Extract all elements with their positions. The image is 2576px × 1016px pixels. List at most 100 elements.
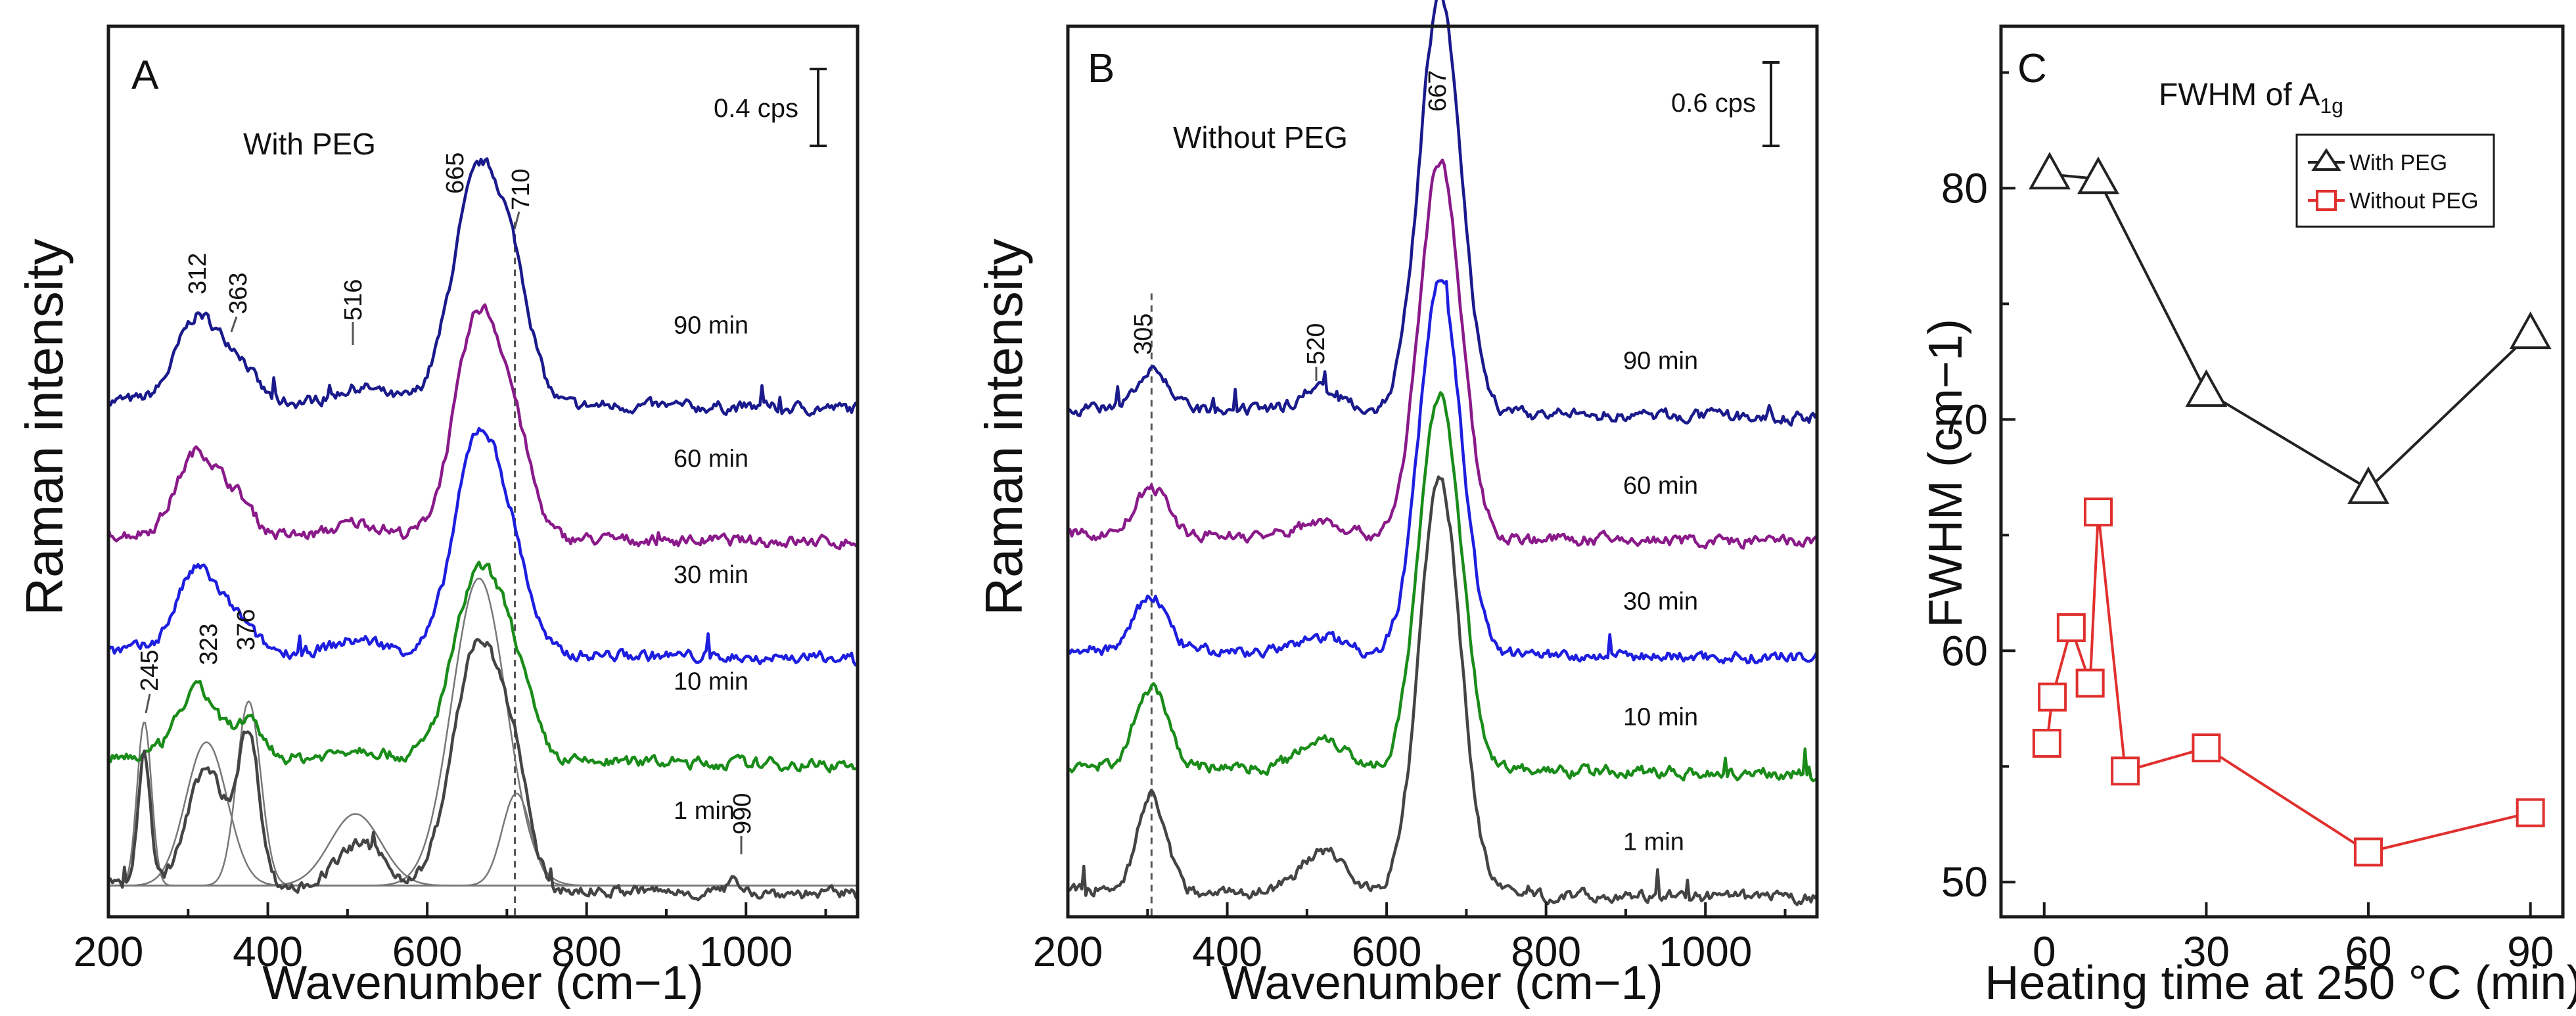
panel-a: Raman intensity 90 min 60 min 30 min 10 min… bbox=[15, 24, 860, 1009]
panel-c-y-axis-label: FWHM (cm−1) bbox=[1920, 319, 1972, 628]
x-tick-label-800: 800 bbox=[1511, 928, 1581, 975]
peak-label-376: 376 bbox=[233, 609, 260, 651]
time-label-30-min: 30 min bbox=[674, 561, 748, 589]
x-tick-label-800: 800 bbox=[551, 928, 622, 975]
point-with-peg-3 bbox=[2347, 466, 2389, 504]
panel-c-title-subscript: 1g bbox=[2320, 94, 2343, 118]
peak-leader-363 bbox=[230, 316, 238, 333]
panel-c-title: FWHM of A1g bbox=[2159, 78, 2343, 118]
c-x-tick-label-60: 60 bbox=[2345, 928, 2391, 975]
x-tick-label-600: 600 bbox=[392, 928, 463, 975]
panel-a-frame bbox=[106, 24, 860, 919]
point-without-peg-7 bbox=[2354, 837, 2383, 867]
panel-b: Raman intensity 90 min 60 min 30 min 10 min… bbox=[975, 0, 1819, 1009]
time-label-10-min: 10 min bbox=[1623, 704, 1698, 731]
panel-b-frame bbox=[1066, 24, 1819, 919]
panel-c-y-axis-label-text: FWHM (cm−1) bbox=[1920, 319, 1972, 628]
spectrum-10-min bbox=[1067, 391, 1818, 783]
point-without-peg-6 bbox=[2192, 733, 2221, 763]
spectrum-60-min bbox=[106, 303, 859, 551]
panel-c-legend: With PEG Without PEG bbox=[2295, 133, 2495, 228]
x-tick-label-1000: 1000 bbox=[699, 928, 793, 975]
panel-a-scale-bar: 0.4 cps bbox=[714, 68, 827, 147]
time-label-90-min: 90 min bbox=[1623, 348, 1698, 375]
c-y-tick-label-60: 60 bbox=[1941, 627, 1988, 674]
panel-b-label: B bbox=[1088, 46, 1115, 91]
x-tick-label-200: 200 bbox=[1033, 928, 1103, 975]
panel-b-y-axis-label: Raman intensity bbox=[975, 239, 1033, 616]
c-y-tick-label-80: 80 bbox=[1941, 164, 1988, 212]
panel-c-title-main: FWHM of A bbox=[2159, 78, 2320, 112]
time-label-1-min: 1 min bbox=[674, 797, 735, 825]
x-tick-label-400: 400 bbox=[233, 928, 303, 975]
point-without-peg-5 bbox=[2111, 756, 2140, 786]
legend-square-icon bbox=[2316, 190, 2337, 211]
panel-a-plot-area: 90 min 60 min 30 min 10 min 1 min bbox=[106, 157, 859, 917]
panel-b-scale-bar: 0.6 cps bbox=[1671, 61, 1780, 147]
time-label-60-min: 60 min bbox=[1623, 472, 1698, 499]
point-without-peg-1 bbox=[2038, 682, 2067, 712]
time-label-60-min: 60 min bbox=[674, 446, 748, 473]
peak-label-363: 363 bbox=[225, 273, 252, 314]
panel-c-x-axis-label: Heating time at 250 °C (min) bbox=[1985, 957, 2576, 1009]
peak-leader-710 bbox=[514, 211, 520, 227]
panel-c-plot-area bbox=[2029, 152, 2552, 867]
fit-component-712 bbox=[108, 792, 858, 887]
panel-c-label: C bbox=[2017, 46, 2047, 91]
peak-label-667: 667 bbox=[1424, 70, 1452, 112]
panel-a-x-ticks: 200 400 600 800 1000 bbox=[74, 902, 827, 975]
legend-box bbox=[2295, 133, 2495, 228]
peak-leader-245 bbox=[145, 693, 151, 714]
panel-a-x-axis-label: Wavenumber (cm−1) bbox=[262, 957, 704, 1009]
x-tick-label-1000: 1000 bbox=[1659, 928, 1752, 975]
panel-b-peak-labels: 667 305 520 bbox=[1130, 70, 1452, 381]
peak-label-323: 323 bbox=[195, 624, 223, 665]
spectrum-10-min bbox=[107, 561, 858, 774]
peak-label-312: 312 bbox=[184, 253, 212, 294]
c-x-tick-label-90: 90 bbox=[2507, 928, 2554, 975]
peak-label-516: 516 bbox=[340, 279, 367, 321]
legend-label-with-peg: With PEG bbox=[2349, 150, 2447, 175]
panel-b-condition-label: Without PEG bbox=[1173, 120, 1348, 154]
spectrum-90-min bbox=[108, 157, 859, 417]
c-x-tick-label-0: 0 bbox=[2033, 928, 2056, 975]
peak-label-665: 665 bbox=[442, 152, 469, 194]
point-with-peg-1 bbox=[2077, 156, 2119, 195]
spectrum-30-min bbox=[1066, 279, 1818, 664]
point-without-peg-4 bbox=[2083, 497, 2113, 527]
spectrum-60-min bbox=[1067, 158, 1818, 550]
point-with-peg-4 bbox=[2509, 311, 2552, 350]
panel-c: FWHM (cm−1) 0 30 60 90 50 60 70 80 Heating time… bbox=[1920, 24, 2576, 1009]
panel-a-y-axis-label: Raman intensity bbox=[15, 239, 74, 616]
panel-b-scale-bar-label: 0.6 cps bbox=[1671, 89, 1756, 118]
spectrum-1-min bbox=[107, 637, 859, 902]
peak-label-710: 710 bbox=[507, 169, 535, 210]
point-without-peg-0 bbox=[2032, 729, 2061, 758]
panel-b-plot-area: 90 min 60 min 30 min 10 min 1 min bbox=[1066, 0, 1819, 917]
panel-b-x-ticks: 200 400 600 800 1000 bbox=[1033, 902, 1787, 975]
point-with-peg-2 bbox=[2185, 369, 2228, 407]
point-without-peg-8 bbox=[2516, 798, 2545, 827]
panel-a-scale-bar-label: 0.4 cps bbox=[714, 94, 798, 123]
time-label-1-min: 1 min bbox=[1623, 828, 1684, 856]
time-label-30-min: 30 min bbox=[1623, 588, 1698, 616]
point-without-peg-2 bbox=[2056, 613, 2086, 643]
panel-c-ticks: 0 30 60 90 50 60 70 80 bbox=[1941, 71, 2554, 975]
x-tick-label-400: 400 bbox=[1192, 928, 1262, 975]
panel-b-x-axis-label: Wavenumber (cm−1) bbox=[1222, 957, 1663, 1009]
peak-label-990: 990 bbox=[729, 793, 756, 835]
panel-a-condition-label: With PEG bbox=[243, 127, 376, 161]
time-label-90-min: 90 min bbox=[674, 312, 748, 339]
c-x-tick-label-30: 30 bbox=[2183, 928, 2230, 975]
point-with-peg-0 bbox=[2029, 152, 2071, 190]
legend-label-without-peg: Without PEG bbox=[2349, 189, 2479, 214]
peak-label-305: 305 bbox=[1130, 313, 1157, 355]
panel-a-peak-labels: 312 363 516 665 710 245 323 376 990 bbox=[136, 152, 756, 854]
spectrum-1-min bbox=[1067, 475, 1818, 906]
point-without-peg-3 bbox=[2075, 668, 2105, 698]
legend-triangle-icon bbox=[2311, 148, 2341, 171]
panel-a-label: A bbox=[131, 53, 159, 98]
x-tick-label-600: 600 bbox=[1352, 928, 1422, 975]
c-y-tick-label-50: 50 bbox=[1941, 858, 1988, 906]
spectrum-30-min bbox=[107, 427, 858, 668]
